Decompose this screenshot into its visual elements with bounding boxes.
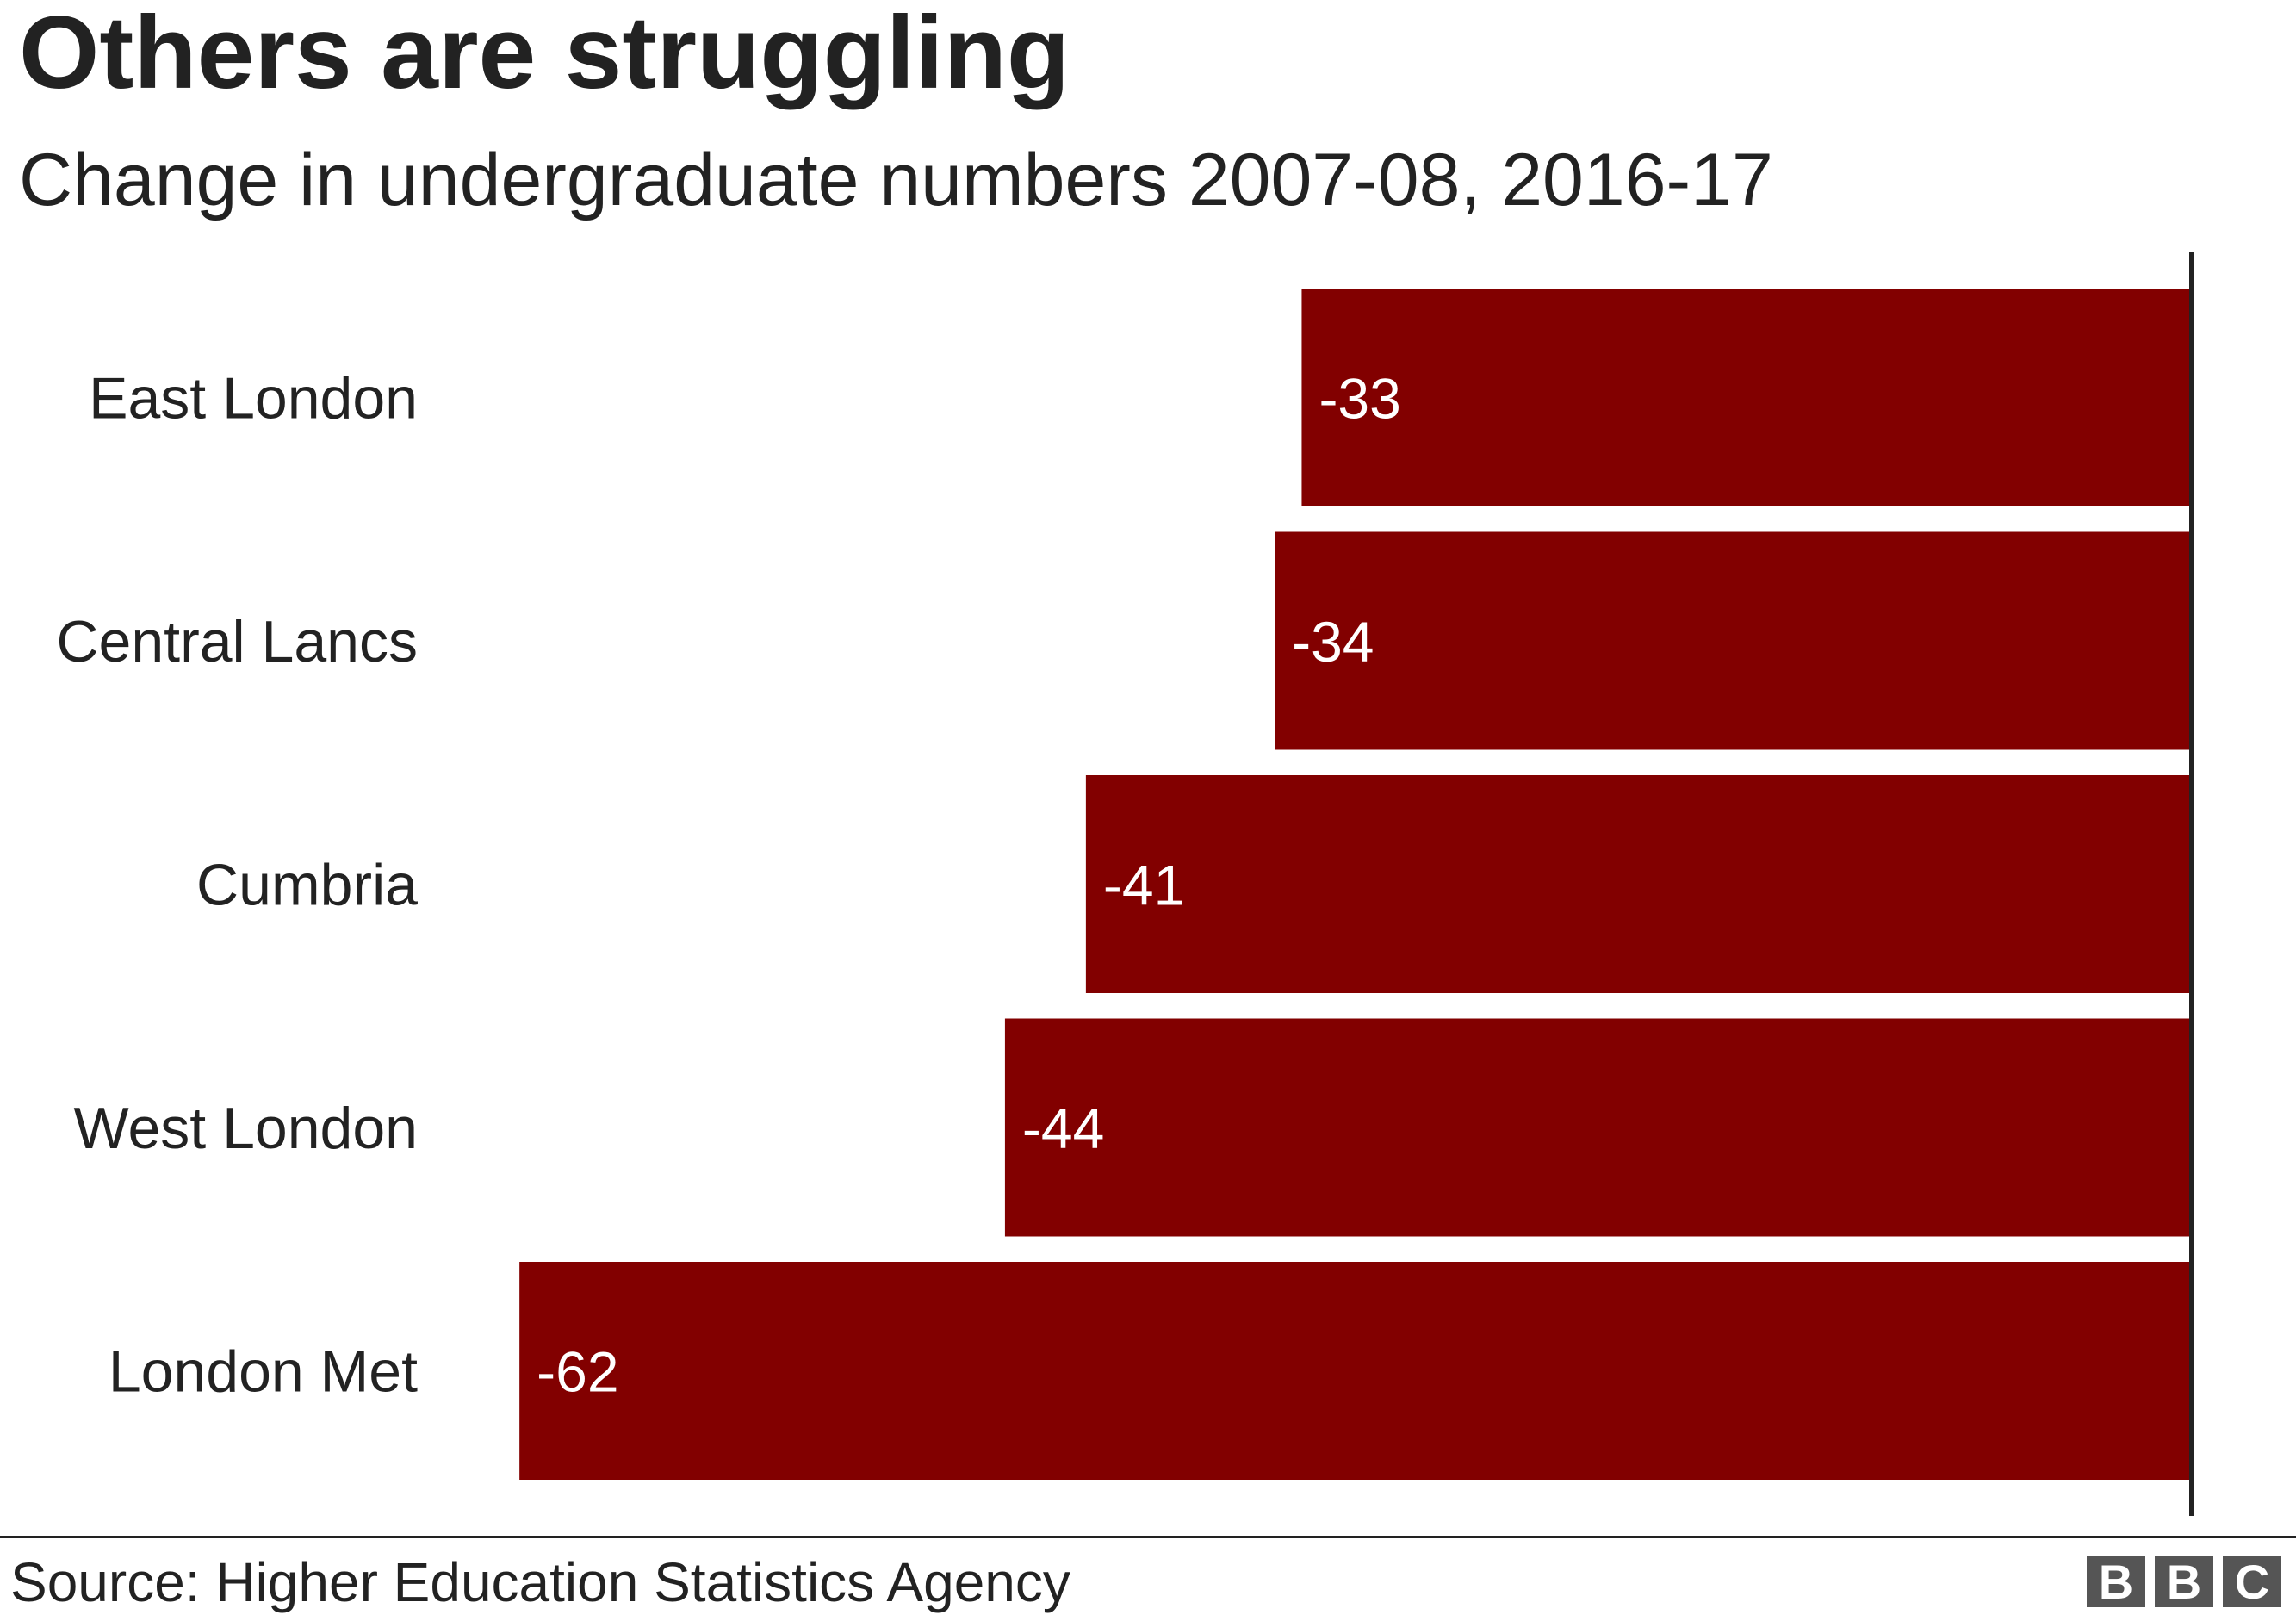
bar: [1301, 289, 2192, 506]
value-label: -62: [537, 1340, 618, 1404]
value-label: -41: [1103, 854, 1185, 917]
footer-divider: [0, 1536, 2296, 1538]
value-label: -44: [1022, 1096, 1104, 1160]
bbc-logo-block: B: [2155, 1555, 2213, 1609]
bar: [1085, 775, 2192, 993]
bbc-logo-block: C: [2223, 1555, 2281, 1609]
bbc-logo: B B C: [2087, 1555, 2281, 1609]
chart-title: Others are struggling: [19, 0, 1070, 110]
bar: [1275, 531, 2192, 750]
category-label: East London: [89, 366, 418, 432]
category-label: West London: [74, 1096, 418, 1161]
value-label: -33: [1319, 367, 1400, 431]
bbc-logo-block: B: [2087, 1555, 2145, 1609]
value-label: -34: [1292, 610, 1374, 674]
category-label: Cumbria: [196, 853, 418, 918]
source-note: Source: Higher Education Statistics Agen…: [10, 1551, 1070, 1613]
bar-chart: East London -33 Central Lancs -34 Cumbria -41…: [56, 252, 2194, 1516]
category-label: London Met: [109, 1339, 418, 1405]
bar: [1004, 1018, 2192, 1237]
category-label: Central Lancs: [56, 609, 418, 674]
chart-subtitle: Change in undergraduate numbers 2007-08,…: [19, 139, 1773, 221]
bar: [519, 1262, 2193, 1480]
